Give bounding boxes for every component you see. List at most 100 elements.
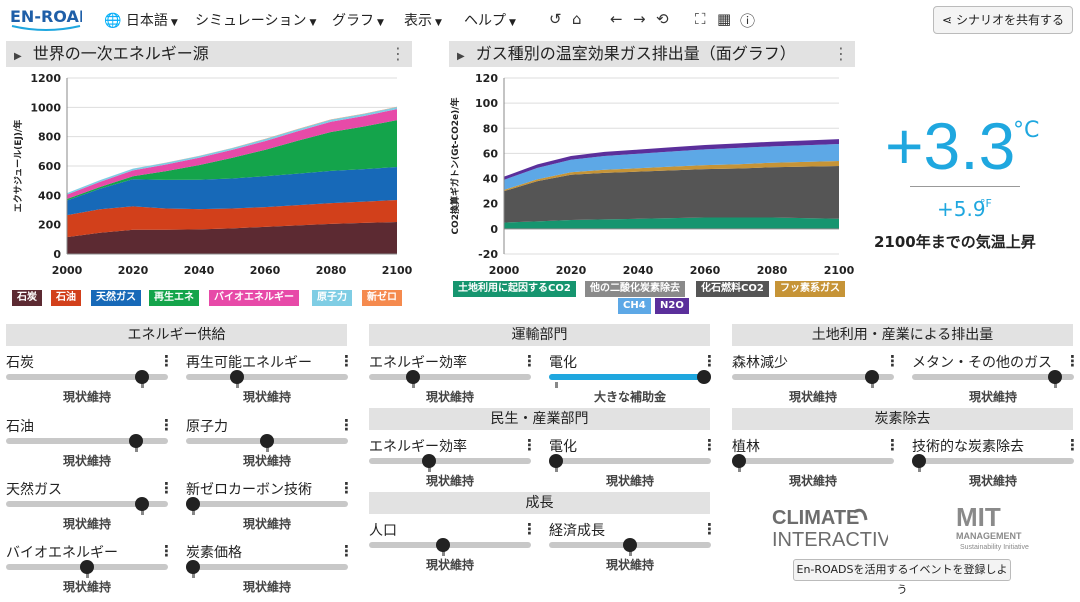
mit-management-logo[interactable]: MIT MANAGEMENT Sustainability Initiative bbox=[950, 500, 1050, 552]
info-icon[interactable]: ⓘ bbox=[740, 12, 756, 30]
area-series-3[interactable] bbox=[67, 167, 397, 216]
slider-knob[interactable] bbox=[406, 370, 420, 384]
slider-knob[interactable] bbox=[129, 434, 143, 448]
area-series-6[interactable] bbox=[504, 139, 839, 180]
slider-control[interactable]: 再生可能エネルギー ⋮ 現状維持 bbox=[186, 352, 356, 412]
slider-knob[interactable] bbox=[732, 454, 746, 468]
slider-control[interactable]: 石油 ⋮ 現状維持 bbox=[6, 416, 176, 476]
slider-knob[interactable] bbox=[135, 497, 149, 511]
slider-track[interactable] bbox=[369, 458, 531, 464]
slider-track[interactable] bbox=[369, 542, 531, 548]
table-icon[interactable]: ▦ bbox=[717, 10, 732, 28]
slider-track[interactable] bbox=[732, 458, 894, 464]
slider-knob[interactable] bbox=[80, 560, 94, 574]
slider-control[interactable]: 経済成長 ⋮ 現状維持 bbox=[549, 520, 719, 580]
slider-knob[interactable] bbox=[186, 497, 200, 511]
slider-control[interactable]: 新ゼロカーボン技術 ⋮ 現状維持 bbox=[186, 479, 356, 539]
legend-item[interactable]: 再生エネ bbox=[149, 290, 199, 306]
slider-knob[interactable] bbox=[697, 370, 711, 384]
forward-arrow-icon[interactable]: → bbox=[633, 10, 646, 28]
slider-knob[interactable] bbox=[912, 454, 926, 468]
slider-knob[interactable] bbox=[230, 370, 244, 384]
legend-item[interactable]: 原子力 bbox=[312, 290, 352, 306]
legend-item[interactable]: 石油 bbox=[51, 290, 81, 306]
slider-control[interactable]: バイオエネルギー ⋮ 現状維持 bbox=[6, 542, 176, 602]
slider-track[interactable] bbox=[186, 564, 348, 570]
legend-item[interactable]: CH4 bbox=[618, 298, 651, 314]
back-arrow-icon[interactable]: ← bbox=[610, 10, 623, 28]
area-series-4[interactable] bbox=[504, 160, 839, 192]
area-series-3[interactable] bbox=[504, 166, 839, 223]
menu-simulation[interactable]: シミュレーション ▼ bbox=[195, 13, 317, 29]
slider-control[interactable]: 石炭 ⋮ 現状維持 bbox=[6, 352, 176, 412]
slider-menu-icon[interactable]: ⋮ bbox=[159, 542, 174, 560]
slider-track[interactable] bbox=[912, 374, 1074, 380]
left-chart-menu-icon[interactable]: ⋮ bbox=[390, 44, 406, 63]
legend-item[interactable]: 天然ガス bbox=[91, 290, 141, 306]
slider-menu-icon[interactable]: ⋮ bbox=[1065, 436, 1080, 454]
slider-control[interactable]: メタン・その他のガス ⋮ 現状維持 bbox=[912, 352, 1080, 412]
slider-menu-icon[interactable]: ⋮ bbox=[885, 436, 900, 454]
slider-knob[interactable] bbox=[623, 538, 637, 552]
menu-language[interactable]: 🌐 日本語 ▼ bbox=[104, 13, 178, 29]
slider-menu-icon[interactable]: ⋮ bbox=[339, 542, 354, 560]
area-series-2[interactable] bbox=[67, 200, 397, 238]
slider-knob[interactable] bbox=[260, 434, 274, 448]
slider-menu-icon[interactable]: ⋮ bbox=[159, 416, 174, 434]
refresh-icon[interactable]: ⟲ bbox=[656, 10, 669, 28]
slider-control[interactable]: 森林減少 ⋮ 現状維持 bbox=[732, 352, 902, 412]
slider-track[interactable] bbox=[6, 374, 168, 380]
slider-control[interactable]: エネルギー効率 ⋮ 現状維持 bbox=[369, 436, 539, 496]
slider-knob[interactable] bbox=[186, 560, 200, 574]
slider-menu-icon[interactable]: ⋮ bbox=[702, 520, 717, 538]
en-roads-logo[interactable]: EN-ROADS bbox=[10, 4, 82, 32]
slider-menu-icon[interactable]: ⋮ bbox=[339, 352, 354, 370]
menu-graph[interactable]: グラフ ▼ bbox=[332, 13, 384, 29]
undo-icon[interactable]: ↺ bbox=[549, 10, 562, 28]
slider-menu-icon[interactable]: ⋮ bbox=[522, 352, 537, 370]
slider-knob[interactable] bbox=[135, 370, 149, 384]
left-chart-title-bar[interactable]: ▶ 世界の一次エネルギー源 ⋮ bbox=[6, 41, 412, 67]
slider-control[interactable]: 電化 ⋮ 現状維持 bbox=[549, 436, 719, 496]
area-series-1[interactable] bbox=[504, 217, 839, 229]
area-series-1[interactable] bbox=[67, 222, 397, 254]
legend-item[interactable]: 石炭 bbox=[12, 290, 42, 306]
share-scenario-button[interactable]: ⋖ シナリオを共有する bbox=[933, 6, 1073, 34]
slider-track[interactable] bbox=[186, 501, 348, 507]
slider-track[interactable] bbox=[6, 501, 168, 507]
slider-control[interactable]: 炭素価格 ⋮ 現状維持 bbox=[186, 542, 356, 602]
legend-item[interactable]: 土地利用に起因するCO2 bbox=[453, 281, 576, 297]
slider-menu-icon[interactable]: ⋮ bbox=[159, 479, 174, 497]
slider-menu-icon[interactable]: ⋮ bbox=[702, 352, 717, 370]
slider-menu-icon[interactable]: ⋮ bbox=[702, 436, 717, 454]
slider-menu-icon[interactable]: ⋮ bbox=[159, 352, 174, 370]
slider-control[interactable]: 天然ガス ⋮ 現状維持 bbox=[6, 479, 176, 539]
area-series-6[interactable] bbox=[67, 107, 397, 195]
slider-menu-icon[interactable]: ⋮ bbox=[1065, 352, 1080, 370]
area-series-4[interactable] bbox=[67, 120, 397, 201]
slider-track[interactable] bbox=[186, 374, 348, 380]
legend-item[interactable]: バイオエネルギー bbox=[209, 290, 299, 306]
slider-track[interactable] bbox=[549, 458, 711, 464]
menu-view[interactable]: 表示 ▼ bbox=[404, 13, 442, 29]
legend-item[interactable]: 他の二酸化炭素除去 bbox=[585, 281, 685, 297]
slider-menu-icon[interactable]: ⋮ bbox=[339, 479, 354, 497]
slider-track[interactable] bbox=[369, 374, 531, 380]
slider-control[interactable]: 技術的な炭素除去 ⋮ 現状維持 bbox=[912, 436, 1080, 496]
slider-control[interactable]: エネルギー効率 ⋮ 現状維持 bbox=[369, 352, 539, 412]
slider-control[interactable]: 原子力 ⋮ 現状維持 bbox=[186, 416, 356, 476]
slider-knob[interactable] bbox=[422, 454, 436, 468]
slider-track[interactable] bbox=[912, 458, 1074, 464]
legend-item[interactable]: フッ素系ガス bbox=[775, 281, 845, 297]
legend-item[interactable]: N2O bbox=[655, 298, 689, 314]
slider-menu-icon[interactable]: ⋮ bbox=[339, 416, 354, 434]
menu-help[interactable]: ヘルプ ▼ bbox=[464, 13, 516, 29]
slider-control[interactable]: 人口 ⋮ 現状維持 bbox=[369, 520, 539, 580]
right-chart-menu-icon[interactable]: ⋮ bbox=[833, 44, 849, 63]
legend-item[interactable]: 化石燃料CO2 bbox=[696, 281, 769, 297]
slider-track[interactable] bbox=[732, 374, 894, 380]
area-series-5[interactable] bbox=[504, 144, 839, 190]
legend-item[interactable]: 新ゼロ bbox=[362, 290, 402, 306]
register-event-button[interactable]: En-ROADSを活用するイベントを登録しよう bbox=[793, 559, 1011, 596]
area-series-5[interactable] bbox=[67, 109, 397, 199]
